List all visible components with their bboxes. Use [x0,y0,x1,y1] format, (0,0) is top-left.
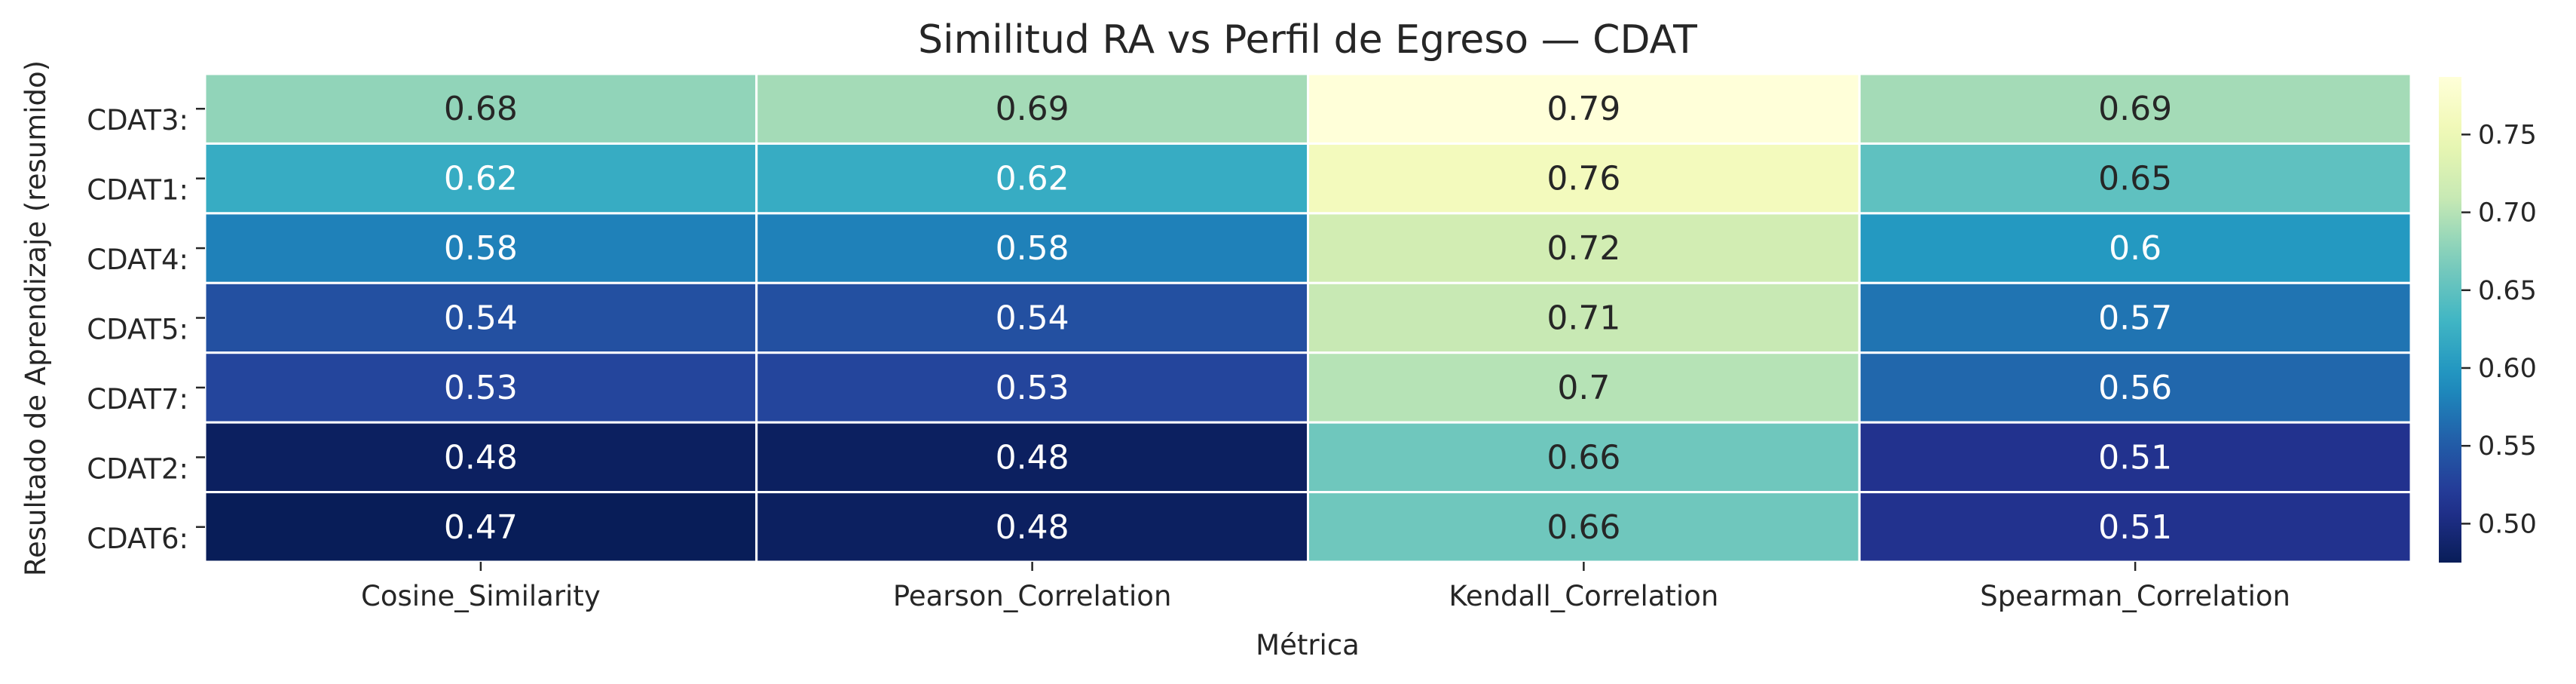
y-tick-label: CDAT5: [87,314,188,346]
y-tick-label: CDAT3: [87,104,188,136]
cell-value-label: 0.72 [1547,229,1620,268]
y-axis-label: Resultado de Aprendizaje (resumido) [20,60,52,576]
colorbar-tick-label: 0.70 [2478,198,2537,229]
heatmap-cell [1858,421,2412,494]
heatmap-cell [1858,491,2412,563]
cell-value-label: 0.69 [996,90,1069,128]
heatmap-cell [1307,421,1861,494]
x-tick-label: Spearman_Correlation [1980,580,2290,612]
cell-value-label: 0.7 [1557,369,1610,407]
colorbar-tick-label: 0.50 [2478,509,2537,539]
cell-value-label: 0.48 [996,438,1069,477]
y-tick-label: CDAT4: [87,244,188,276]
cell-value-label: 0.66 [1547,438,1620,477]
heatmap-cell [1858,281,2412,354]
heatmap-cell [1858,351,2412,424]
heatmap-cell [1307,351,1861,424]
x-tick-label: Pearson_Correlation [893,580,1172,612]
colorbar-tick-label: 0.65 [2478,276,2537,306]
y-tick-label: CDAT7: [87,383,188,416]
heatmap-cell [1307,491,1861,563]
cell-value-label: 0.66 [1547,508,1620,547]
colorbar-ticks: 0.50 0.55 0.60 0.65 0.70 0.75 [2461,120,2537,539]
heatmap-cells: 0.68 0.69 0.79 0.69 0.62 0.62 0.76 0.65 0.58 0.58… [203,72,2412,563]
heatmap-cell [1858,142,2412,215]
chart-title: Similitud RA vs Perfil de Egreso — CDAT [918,17,1697,63]
heatmap-cell [203,421,758,494]
cell-value-label: 0.68 [444,90,518,128]
x-tick-label: Kendall_Correlation [1449,580,1718,612]
cell-value-label: 0.79 [1547,90,1620,128]
cell-value-label: 0.65 [2098,160,2172,198]
heatmap-cell [755,142,1309,215]
x-axis-label: Métrica [1256,629,1360,661]
x-tick-label: Cosine_Similarity [361,580,601,612]
colorbar-tick-label: 0.55 [2478,431,2537,462]
cell-value-label: 0.76 [1547,160,1620,198]
cell-value-label: 0.6 [2109,229,2161,268]
cell-value-label: 0.69 [2098,90,2172,128]
heatmap-cell [203,72,758,145]
y-tick-labels: CDAT3: CDAT1: CDAT4: CDAT5: CDAT7: CDAT2: CDAT… [87,104,205,555]
cell-value-label: 0.48 [444,438,518,477]
heatmap-cell [1307,72,1861,145]
colorbar-tick-label: 0.60 [2478,354,2537,384]
heatmap-cell [1858,212,2412,284]
x-tick-labels: Cosine_Similarity Pearson_Correlation Kend… [361,562,2290,612]
cell-value-label: 0.53 [996,369,1069,407]
cell-value-label: 0.53 [444,369,518,407]
cell-value-label: 0.51 [2098,508,2172,547]
cell-value-label: 0.57 [2098,299,2172,338]
cell-value-label: 0.54 [444,299,518,338]
cell-value-label: 0.58 [444,229,518,268]
heatmap-cell [1858,72,2412,145]
y-tick-label: CDAT1: [87,174,188,207]
heatmap-cell [755,72,1309,145]
y-tick-label: CDAT2: [87,452,188,485]
heatmap-cell [755,351,1309,424]
cell-value-label: 0.47 [444,508,518,547]
cell-value-label: 0.51 [2098,438,2172,477]
cell-value-label: 0.62 [996,160,1069,198]
colorbar-tick-label: 0.75 [2478,120,2537,150]
cell-value-label: 0.71 [1547,299,1620,338]
heatmap-cell [755,421,1309,494]
heatmap-cell [755,281,1309,354]
y-tick-label: CDAT6: [87,523,188,555]
cell-value-label: 0.48 [996,508,1069,547]
cell-value-label: 0.54 [996,299,1069,338]
heatmap-cell [755,212,1309,284]
cell-value-label: 0.62 [444,160,518,198]
cell-value-label: 0.56 [2098,369,2172,407]
cell-value-label: 0.58 [996,229,1069,268]
heatmap-cell [203,491,758,563]
colorbar [2439,77,2461,563]
